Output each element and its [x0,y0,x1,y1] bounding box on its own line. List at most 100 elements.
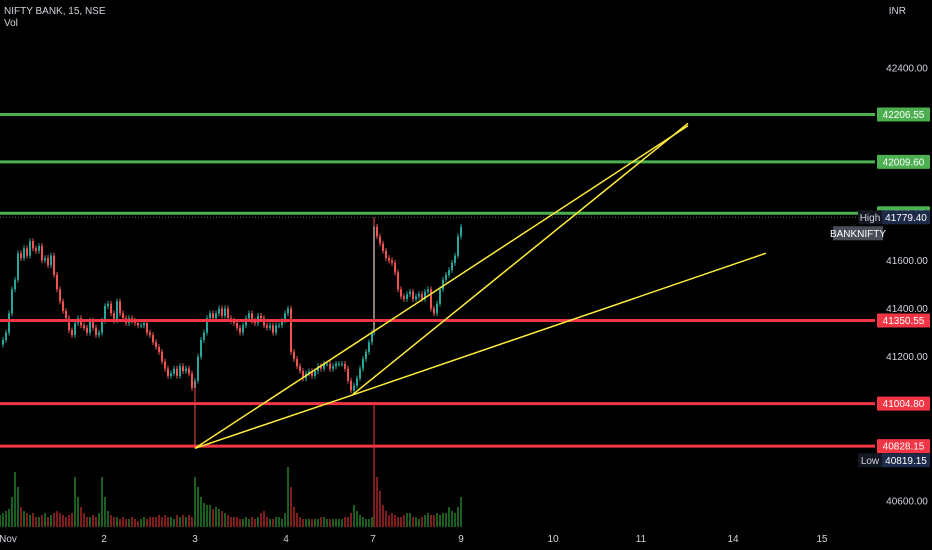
candle-body [59,289,61,302]
volume-bar [305,519,307,527]
price-level-value: 42206.55 [883,110,925,121]
volume-bar [442,513,444,527]
currency-label[interactable]: INR [888,6,906,17]
candle-body [182,366,184,372]
candle-body [281,320,283,326]
symbol-title[interactable]: NIFTY BANK, 15, NSE [4,6,106,17]
volume-bar [356,511,358,527]
candle-body [176,368,178,376]
candle-body [421,294,423,299]
candle-body [167,368,169,376]
candle-body [38,246,40,251]
candle-body [17,253,19,280]
volume-bar [457,507,459,527]
price-level-value: 40828.15 [883,442,925,453]
candle-body [347,368,349,381]
candle-body [272,325,274,333]
candle-body [433,308,435,314]
volume-bar [326,519,328,527]
volume-bar [251,517,253,527]
candle-body [278,325,280,327]
volume-bar [317,519,319,527]
high-value-bg [882,210,930,225]
candle-body [44,258,46,261]
candle-body [32,241,34,249]
volume-bar [107,511,109,527]
candle-body [239,327,241,333]
trendline-shallow[interactable] [351,252,767,396]
price-level-tag-bg [877,313,930,328]
volume-bar [359,515,361,527]
volume-bar [5,511,7,527]
trendline-steep-upper[interactable] [351,122,689,396]
volume-bar [101,477,103,527]
volume-bar [269,519,271,527]
volume-bar [89,517,91,527]
trendline-steep[interactable] [194,125,689,449]
candle-body [101,320,103,333]
volume-bar [257,517,259,527]
volume-bar [146,519,148,527]
candle-body [95,327,97,336]
candle-body [379,236,381,244]
volume-bar [302,519,304,527]
candle-body [248,313,250,319]
candle-body [329,363,331,369]
volume-bar [227,515,229,527]
candle-body [158,347,160,352]
volume-bar [212,509,214,527]
volume-bar [185,517,187,527]
price-level-tag: 41350.55 [877,313,930,328]
volume-bar [308,519,310,527]
volume-bar [170,517,172,527]
volume-bar [290,487,292,527]
volume-bar [376,477,378,527]
candle-body [122,313,124,319]
volume-bar [266,517,268,527]
volume-bar [50,515,52,527]
volume-bar [320,517,322,527]
volume-bar [134,519,136,527]
volume-bar [284,513,286,527]
volume-bar [353,505,355,527]
volume-indicator-label[interactable]: Vol [4,18,18,29]
volume-bar [248,519,250,527]
candle-body [260,315,262,319]
volume-bar [0,515,1,527]
volume-bar [412,517,414,527]
candle-body [137,322,139,326]
symbol-tag-text: BANKNIFTY [830,229,886,240]
volume-bar [95,517,97,527]
candle-body [457,236,459,256]
volume-bar [406,513,408,527]
candle-body [460,226,462,237]
volume-bar [77,497,79,527]
volume-bar [278,517,280,527]
candle-body [26,248,28,256]
candle-body [356,378,358,386]
candle-body [227,308,229,319]
trendline-base[interactable] [194,394,353,449]
candle-body [409,291,411,295]
candle-body [353,385,355,391]
candle-body [451,262,453,271]
price-level-value: 42009.60 [883,157,925,168]
candle-body [179,366,181,376]
candle-body [11,289,13,314]
y-axis-tick-label: 41400.00 [886,304,928,315]
candle-body [362,359,364,369]
volume-bar [293,507,295,527]
volume-bar [215,507,217,527]
price-level-tag: 42206.55 [877,107,930,122]
candle-body [365,351,367,360]
low-marker: Low 40819.15 [858,453,930,468]
volume-bar [365,519,367,527]
price-level-tag: 42009.60 [877,154,930,169]
candle-body [62,301,64,311]
candle-body [436,303,438,314]
candle-body [236,322,238,328]
volume-bar [460,497,462,527]
volume-bar [68,515,70,527]
volume-bar [179,517,181,527]
